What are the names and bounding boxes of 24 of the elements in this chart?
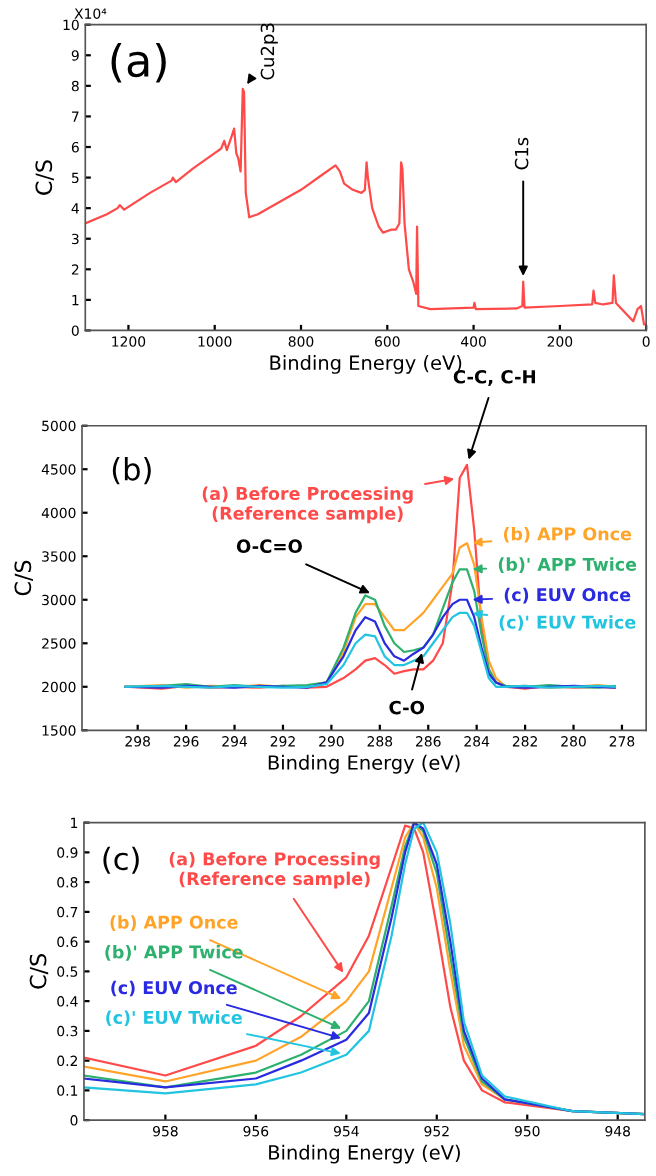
legend-label: (c) EUV Once [504, 587, 631, 604]
y-axis-title: C/S [35, 160, 54, 195]
annotation: C-O [389, 700, 425, 715]
legend-label: (c)' EUV Twice [499, 615, 636, 631]
annotation: (b) [112, 457, 151, 485]
annotation: C-C, C-H [453, 369, 536, 386]
y-axis-title: C/S [14, 560, 33, 596]
legend-label: (b)' APP Twice [498, 557, 637, 573]
x-axis-title: Binding Energy (eV) [269, 1144, 460, 1164]
y-axis-title: C/S [29, 954, 49, 989]
text: (b) APP Once [110, 915, 238, 931]
text: (a) Before Processing (Reference sample) [202, 486, 413, 524]
annotation: (c) [103, 846, 139, 874]
x-axis-title: Binding Energy (eV) [270, 355, 462, 374]
line-series [85, 87, 647, 326]
text: (c) EUV Once [111, 980, 237, 997]
annotation: (a) [111, 42, 166, 83]
annotation: O-C=O [236, 539, 302, 554]
annotation: C1s [514, 137, 529, 170]
annotation: Cu2p3 [260, 23, 278, 80]
text: (c)' EUV Twice [106, 1010, 242, 1027]
series-label: (a) Before Processing (Reference sample) [169, 851, 380, 889]
x-axis-title: Binding Energy (eV) [268, 754, 460, 774]
legend-label: (b) APP Once [503, 526, 632, 543]
